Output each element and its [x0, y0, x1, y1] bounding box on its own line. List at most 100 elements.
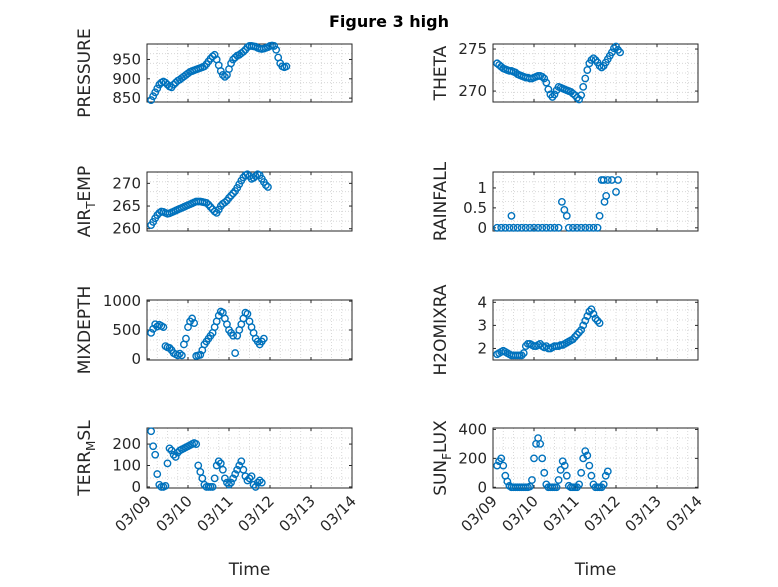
data-point [569, 89, 577, 98]
data-point [513, 223, 522, 232]
data-point [192, 440, 201, 448]
y-tick-label: 3 [477, 316, 487, 334]
data-point [530, 454, 538, 463]
data-point [161, 481, 170, 490]
data-point [528, 476, 536, 484]
y-tick-label: 0 [477, 219, 487, 237]
data-point [546, 223, 555, 232]
data-point [581, 74, 590, 83]
subplot-theta: 270 275 THETA [431, 40, 699, 104]
data-point [579, 82, 588, 91]
x-tick-label: 03/12 [235, 492, 278, 535]
data-point [599, 176, 608, 184]
data-point [562, 211, 571, 220]
data-point [227, 191, 235, 200]
data-point [573, 330, 581, 339]
data-point [583, 451, 592, 460]
y-tick-label: 265 [112, 197, 141, 215]
data-point [595, 319, 604, 327]
data-point [575, 95, 583, 104]
data-point [595, 211, 604, 220]
data-point [220, 474, 229, 483]
y-axis-label: AIRTEMP [75, 166, 98, 237]
data-point [169, 450, 178, 459]
data-point [153, 84, 162, 93]
data-point [587, 471, 596, 480]
data-point [218, 465, 227, 474]
data-point [593, 316, 602, 325]
data-point [575, 328, 583, 337]
data-point [585, 461, 594, 470]
data-point [610, 44, 618, 53]
data-point [243, 309, 252, 318]
data-point [214, 457, 223, 466]
data-point [597, 63, 606, 72]
y-axis-label: TERRMSL [75, 420, 98, 497]
data-point [255, 476, 264, 485]
data-point [177, 351, 186, 360]
y-tick-label: 4 [477, 293, 487, 311]
data-point [501, 223, 510, 232]
data-point [272, 45, 281, 54]
data-point [517, 351, 526, 360]
data-point [175, 349, 184, 358]
data-point [173, 351, 182, 360]
data-point [163, 459, 172, 468]
data-point [171, 453, 180, 461]
data-point [577, 91, 586, 100]
data-point [237, 457, 246, 466]
data-point [614, 176, 622, 184]
data-point [270, 42, 278, 50]
subplot-rainfall: 0 0.5 1 RAINFALL [431, 161, 699, 241]
data-point [220, 198, 229, 207]
data-point [503, 477, 512, 486]
y-tick-label: 900 [112, 70, 141, 88]
data-point [200, 62, 209, 71]
data-point [507, 211, 516, 220]
x-tick-label: 03/13 [276, 492, 319, 535]
data-point [161, 78, 170, 87]
data-point [540, 74, 549, 83]
data-point [229, 474, 238, 483]
data-point [602, 192, 611, 200]
y-tick-label: 100 [112, 457, 141, 475]
data-point [247, 472, 256, 481]
data-point [243, 476, 252, 485]
data-point [231, 470, 240, 478]
data-point [229, 189, 238, 198]
data-point [601, 471, 610, 480]
data-point [251, 483, 260, 491]
data-point [239, 47, 248, 56]
data-point [542, 223, 551, 232]
x-axis-label: Time [228, 560, 271, 580]
data-point [220, 72, 229, 81]
data-point [169, 80, 178, 89]
data-point [208, 483, 217, 491]
data-point [542, 78, 551, 87]
data-point [249, 480, 258, 489]
data-point [149, 92, 158, 101]
y-tick-label: 260 [112, 220, 141, 238]
y-tick-label: 270 [458, 82, 487, 100]
data-point [577, 326, 586, 334]
y-tick-label: 270 [112, 174, 141, 192]
data-point [151, 450, 160, 459]
subplot-h2omixra: 2 3 4 H2OMIXRA [431, 284, 699, 376]
data-point [231, 349, 240, 357]
data-point [562, 471, 571, 480]
data-point [556, 466, 565, 474]
data-point [505, 223, 514, 232]
data-point [188, 314, 197, 323]
data-point [204, 200, 213, 209]
data-point [184, 69, 192, 78]
data-point [560, 461, 569, 470]
subplot-terr-msl: 0 100 200 TERRMSL 03/0903/1003/1103/1203/130… [75, 420, 360, 580]
y-tick-label: 400 [458, 420, 487, 438]
data-point [517, 223, 526, 232]
y-tick-label: 200 [458, 449, 487, 467]
data-point [616, 48, 624, 57]
data-point [585, 307, 594, 316]
y-axis-label: SUNFLUX [431, 420, 454, 496]
data-point [251, 172, 260, 180]
